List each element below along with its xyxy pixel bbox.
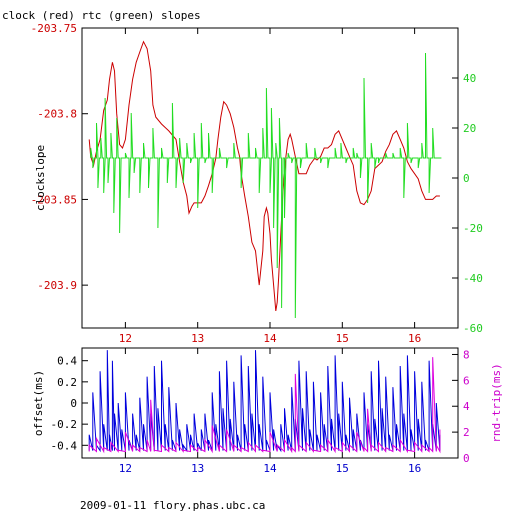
- series-rndtrip: [88, 357, 441, 454]
- top-y2-tick-label: -20: [463, 222, 483, 235]
- bottom-y-tick-label: 0: [70, 397, 77, 410]
- bottom-y2-tick-label: 8: [463, 348, 470, 361]
- top-left-tick-labels: -203.75 -203.8 -203.85 -203.9: [31, 22, 77, 292]
- top-x-tick-label: 14: [263, 332, 277, 345]
- bottom-y-tick-label: -0.2: [51, 418, 78, 431]
- footer-caption: 2009-01-11 flory.phas.ubc.ca: [80, 499, 265, 512]
- top-x-tick-label: 12: [119, 332, 132, 345]
- series-offset: [88, 350, 441, 453]
- bottom-y2-tick-label: 4: [463, 400, 470, 413]
- top-axis-ticks: [82, 27, 458, 329]
- top-plot-series: [88, 40, 442, 319]
- bottom-y2-tick-label: 0: [463, 452, 470, 465]
- series-clock: [88, 40, 440, 311]
- series-rtc: [90, 52, 442, 319]
- bottom-y-tick-label: 0.4: [57, 355, 77, 368]
- top-y2-tick-label: -60: [463, 322, 483, 335]
- top-y-tick-label: -203.75: [31, 22, 77, 35]
- top-y-axis-label: clockslope: [34, 145, 47, 211]
- bottom-x-tick-label: 14: [263, 462, 277, 475]
- top-x-tick-label: 15: [336, 332, 349, 345]
- page-title: clock (red) rtc (green) slopes: [2, 9, 201, 22]
- bottom-y-tick-label: 0.2: [57, 376, 77, 389]
- bottom-x-tick-label: 13: [191, 462, 204, 475]
- bottom-axis-ticks: [82, 348, 458, 459]
- bottom-y2-tick-label: 6: [463, 374, 470, 387]
- top-x-tick-label: 13: [191, 332, 204, 345]
- bottom-left-tick-labels: 0.4 0.2 0 -0.2 -0.4: [51, 355, 78, 453]
- top-y-tick-label: -203.9: [37, 279, 77, 292]
- bottom-plot-series: [88, 350, 441, 454]
- bottom-x-tick-label: 16: [408, 462, 421, 475]
- bottom-y2-tick-label: 2: [463, 426, 470, 439]
- top-y2-tick-label: 20: [463, 122, 476, 135]
- bottom-y-axis-label: offset(ms): [32, 370, 45, 436]
- top-x-tick-labels: 12 13 14 15 16: [119, 332, 421, 345]
- top-y2-tick-label: -40: [463, 272, 483, 285]
- bottom-x-tick-label: 12: [119, 462, 132, 475]
- top-y2-tick-label: 40: [463, 72, 476, 85]
- bottom-right-tick-labels: 8 6 4 2 0: [463, 348, 470, 465]
- top-y-tick-label: -203.85: [31, 193, 77, 206]
- top-right-tick-labels: 40 20 0 -20 -40 -60: [463, 72, 483, 335]
- bottom-y-tick-label: -0.4: [51, 439, 78, 452]
- top-x-tick-label: 16: [408, 332, 421, 345]
- bottom-x-tick-label: 15: [336, 462, 349, 475]
- top-y2-tick-label: 0: [463, 172, 470, 185]
- bottom-y2-axis-label: rnd-trip(ms): [490, 363, 503, 442]
- top-y-tick-label: -203.8: [37, 108, 77, 121]
- bottom-x-tick-labels: 12 13 14 15 16: [119, 462, 421, 475]
